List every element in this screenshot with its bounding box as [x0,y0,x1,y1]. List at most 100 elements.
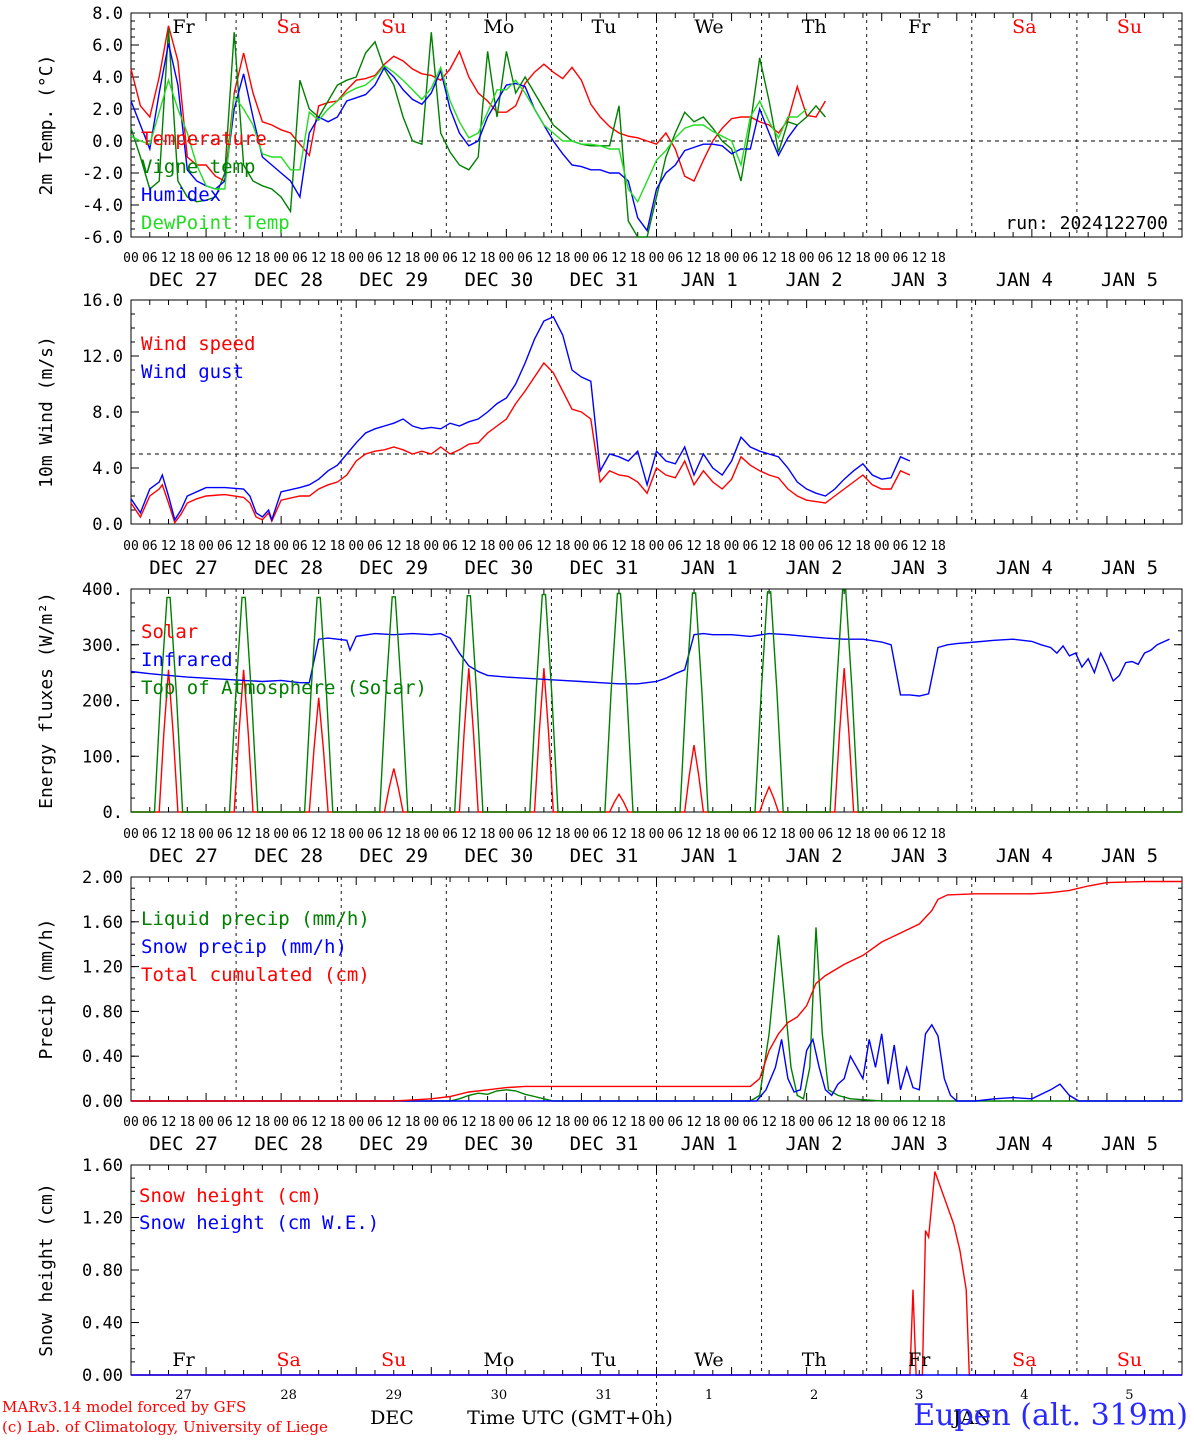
day-number: 1 [705,1388,713,1403]
hour-label: 18 [705,1115,721,1130]
hour-label: 00 [348,539,364,554]
hour-label: 06 [367,1115,383,1130]
hour-label: 18 [255,1115,271,1130]
hour-label: 18 [179,539,195,554]
hour-label: 00 [874,539,890,554]
hour-label: 06 [442,827,458,842]
hour-label: 12 [311,251,327,266]
day-name: Fr [908,1349,931,1371]
hour-label: 00 [123,251,139,266]
day-name: Tu [591,1349,616,1371]
hour-label: 06 [893,251,909,266]
date-label: DEC 30 [465,1133,534,1155]
hour-label: 12 [911,539,927,554]
hour-label: 18 [705,827,721,842]
hour-label: 06 [592,251,608,266]
y-tick-label: 2.0 [92,100,123,120]
hour-label: 06 [217,1115,233,1130]
hour-label: 18 [255,827,271,842]
day-number: 30 [491,1388,508,1403]
day-name: Sa [1012,16,1036,38]
hour-label: 18 [179,1115,195,1130]
hour-label: 06 [442,251,458,266]
hour-label: 06 [292,539,308,554]
hour-label: 06 [292,251,308,266]
hour-label: 00 [574,251,590,266]
hour-label: 00 [724,539,740,554]
hour-label: 18 [630,827,646,842]
hour-label: 06 [667,251,683,266]
legend-entry: Total cumulated (cm) [141,964,370,986]
hour-label: 06 [592,827,608,842]
panel-energy [130,588,1183,813]
hour-label: 12 [311,827,327,842]
day-number: 29 [385,1388,402,1403]
hour-label: 06 [667,827,683,842]
hour-label: 12 [761,539,777,554]
hour-label: 18 [555,251,571,266]
date-label: JAN 3 [891,845,948,867]
hour-label: 18 [480,539,496,554]
hour-label: 06 [667,539,683,554]
hour-label: 00 [649,539,665,554]
hour-label: 06 [517,827,533,842]
hour-label: 00 [874,1115,890,1130]
hour-label: 00 [273,539,289,554]
hour-label: 18 [630,539,646,554]
hour-label: 00 [123,1115,139,1130]
day-name: Mo [483,1349,514,1371]
hour-label: 06 [818,827,834,842]
day-name: Tu [591,16,616,38]
legend-entry: Vigne temp [141,156,255,178]
series-line-snow-precip-mm-h- [131,1023,1182,1102]
hour-label: 18 [855,827,871,842]
station-label: Eupen (alt. 319m) [913,1398,1188,1433]
legend-entry: DewPoint Temp [141,212,290,234]
hour-label: 18 [330,251,346,266]
hour-label: 00 [273,1115,289,1130]
y-tick-label: 0.80 [82,1261,123,1281]
hour-label: 06 [217,251,233,266]
hour-label: 18 [405,1115,421,1130]
hour-label: 12 [536,1115,552,1130]
hour-label: 06 [367,827,383,842]
model-credit: MARv3.14 model forced by GFS [2,1398,247,1416]
hour-label: 00 [799,827,815,842]
y-tick-label: 400. [82,580,123,600]
hour-label: 06 [517,539,533,554]
hour-label: 00 [874,827,890,842]
hour-label: 12 [686,539,702,554]
hour-label: 18 [780,1115,796,1130]
series-line-top-of-atmosphere-solar- [131,589,1182,813]
hour-label: 12 [161,1115,177,1130]
date-label: JAN 1 [680,557,737,579]
hour-label: 00 [574,827,590,842]
hour-label: 00 [198,1115,214,1130]
hour-label: 00 [423,539,439,554]
lab-credit: (c) Lab. of Climatology, University of L… [2,1418,328,1436]
y-tick-label: 2.00 [82,868,123,888]
legend-entry: Wind speed [141,333,255,355]
hour-label: 12 [386,251,402,266]
hour-label: 12 [761,251,777,266]
hour-label: 00 [649,1115,665,1130]
hour-label: 18 [405,539,421,554]
day-name: We [694,16,723,38]
date-label: JAN 2 [786,1133,843,1155]
hour-label: 18 [630,251,646,266]
series-line-wind-speed [130,361,911,525]
hour-label: 00 [198,827,214,842]
hour-label: 12 [686,827,702,842]
hour-label: 00 [649,827,665,842]
hour-label: 00 [499,539,515,554]
date-label: DEC 30 [465,269,534,291]
y-axis-label: 2m Temp. (°C) [36,55,57,196]
day-number: 28 [280,1388,297,1403]
hour-label: 12 [386,539,402,554]
hour-label: 12 [161,827,177,842]
hour-label: 18 [255,539,271,554]
hour-label: 12 [686,251,702,266]
day-name: Su [1117,1349,1142,1371]
hour-label: 18 [555,1115,571,1130]
series-line-vigne-temp [130,28,826,238]
